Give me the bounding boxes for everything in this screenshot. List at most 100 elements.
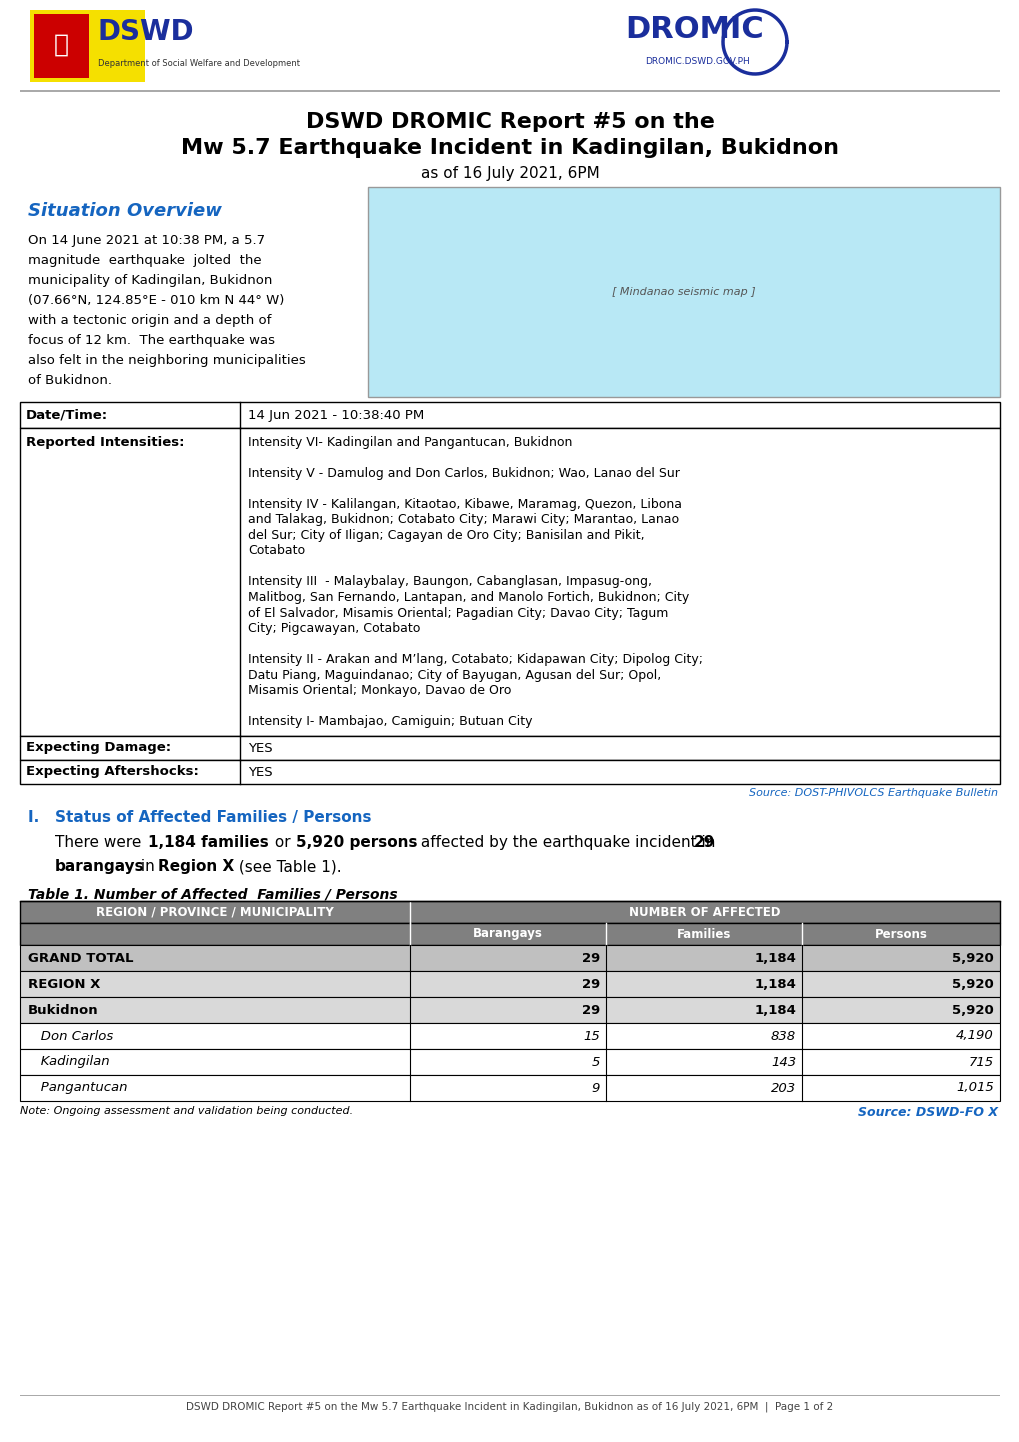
Text: REGION X: REGION X bbox=[28, 978, 100, 991]
Text: DSWD DROMIC Report #5 on the: DSWD DROMIC Report #5 on the bbox=[306, 112, 713, 133]
Text: GRAND TOTAL: GRAND TOTAL bbox=[28, 952, 133, 965]
Text: of Bukidnon.: of Bukidnon. bbox=[28, 373, 112, 386]
Text: Source: DOST-PHIVOLCS Earthquake Bulletin: Source: DOST-PHIVOLCS Earthquake Bulleti… bbox=[748, 787, 997, 797]
Text: City; Pigcawayan, Cotabato: City; Pigcawayan, Cotabato bbox=[248, 622, 420, 634]
Text: DROMIC.DSWD.GOV.PH: DROMIC.DSWD.GOV.PH bbox=[644, 58, 749, 66]
Text: Reported Intensities:: Reported Intensities: bbox=[25, 435, 184, 448]
Text: 1,184: 1,184 bbox=[753, 952, 795, 965]
Text: magnitude  earthquake  jolted  the: magnitude earthquake jolted the bbox=[28, 254, 261, 267]
Text: REGION / PROVINCE / MUNICIPALITY: REGION / PROVINCE / MUNICIPALITY bbox=[96, 906, 333, 919]
Text: Source: DSWD-FO X: Source: DSWD-FO X bbox=[857, 1106, 997, 1119]
Text: Cotabato: Cotabato bbox=[248, 545, 305, 558]
Text: 715: 715 bbox=[968, 1056, 994, 1069]
Bar bbox=[20, 1394, 999, 1396]
Text: 29: 29 bbox=[581, 1004, 599, 1017]
Text: I.   Status of Affected Families / Persons: I. Status of Affected Families / Persons bbox=[28, 810, 371, 825]
Bar bbox=[20, 735, 999, 760]
Text: 15: 15 bbox=[583, 1030, 599, 1043]
Text: 5,920: 5,920 bbox=[952, 978, 994, 991]
Text: DSWD DROMIC Report #5 on the Mw 5.7 Earthquake Incident in Kadingilan, Bukidnon : DSWD DROMIC Report #5 on the Mw 5.7 Eart… bbox=[186, 1402, 833, 1413]
Text: Datu Piang, Maguindanao; City of Bayugan, Agusan del Sur; Opol,: Datu Piang, Maguindanao; City of Bayugan… bbox=[248, 669, 660, 682]
Text: Don Carlos: Don Carlos bbox=[28, 1030, 113, 1043]
Text: Intensity III  - Malaybalay, Baungon, Cabanglasan, Impasug-ong,: Intensity III - Malaybalay, Baungon, Cab… bbox=[248, 575, 651, 588]
Text: NUMBER OF AFFECTED: NUMBER OF AFFECTED bbox=[629, 906, 780, 919]
Text: Bukidnon: Bukidnon bbox=[28, 1004, 99, 1017]
Bar bbox=[30, 10, 145, 82]
Text: 1,184: 1,184 bbox=[753, 978, 795, 991]
Text: (see Table 1).: (see Table 1). bbox=[233, 859, 341, 874]
Text: Date/Time:: Date/Time: bbox=[25, 408, 108, 421]
Text: 🏺: 🏺 bbox=[53, 33, 68, 58]
Bar bbox=[20, 923, 999, 945]
Text: DROMIC: DROMIC bbox=[625, 16, 763, 45]
Text: 9: 9 bbox=[591, 1082, 599, 1094]
Text: Mw 5.7 Earthquake Incident in Kadingilan, Bukidnon: Mw 5.7 Earthquake Incident in Kadingilan… bbox=[180, 138, 839, 159]
Bar bbox=[20, 760, 999, 784]
Text: [ Mindanao seismic map ]: [ Mindanao seismic map ] bbox=[611, 287, 755, 297]
Text: del Sur; City of Iligan; Cagayan de Oro City; Banisilan and Pikit,: del Sur; City of Iligan; Cagayan de Oro … bbox=[248, 529, 644, 542]
Bar bbox=[20, 402, 999, 428]
Bar bbox=[20, 428, 999, 735]
Text: focus of 12 km.  The earthquake was: focus of 12 km. The earthquake was bbox=[28, 335, 275, 348]
Text: 29: 29 bbox=[581, 952, 599, 965]
Text: 838: 838 bbox=[770, 1030, 795, 1043]
Text: and Talakag, Bukidnon; Cotabato City; Marawi City; Marantao, Lanao: and Talakag, Bukidnon; Cotabato City; Ma… bbox=[248, 513, 679, 526]
Text: 5,920: 5,920 bbox=[952, 952, 994, 965]
Text: 5: 5 bbox=[591, 1056, 599, 1069]
Text: 1,184: 1,184 bbox=[753, 1004, 795, 1017]
Text: Kadingilan: Kadingilan bbox=[28, 1056, 109, 1069]
Bar bbox=[20, 996, 999, 1022]
Text: Situation Overview: Situation Overview bbox=[28, 202, 222, 221]
Bar bbox=[34, 14, 89, 78]
Text: 29: 29 bbox=[693, 835, 714, 849]
Text: 1,184 families: 1,184 families bbox=[148, 835, 268, 849]
Text: Intensity II - Arakan and M’lang, Cotabato; Kidapawan City; Dipolog City;: Intensity II - Arakan and M’lang, Cotaba… bbox=[248, 653, 702, 666]
Text: 203: 203 bbox=[770, 1082, 795, 1094]
Text: On 14 June 2021 at 10:38 PM, a 5.7: On 14 June 2021 at 10:38 PM, a 5.7 bbox=[28, 234, 265, 247]
Text: Intensity I- Mambajao, Camiguin; Butuan City: Intensity I- Mambajao, Camiguin; Butuan … bbox=[248, 715, 532, 728]
Text: Persons: Persons bbox=[873, 927, 926, 940]
Text: municipality of Kadingilan, Bukidnon: municipality of Kadingilan, Bukidnon bbox=[28, 274, 272, 287]
Text: There were: There were bbox=[55, 835, 146, 849]
Text: Families: Families bbox=[677, 927, 731, 940]
Text: Intensity V - Damulog and Don Carlos, Bukidnon; Wao, Lanao del Sur: Intensity V - Damulog and Don Carlos, Bu… bbox=[248, 467, 680, 480]
Bar bbox=[20, 945, 999, 970]
Text: 143: 143 bbox=[770, 1056, 795, 1069]
Bar bbox=[20, 1074, 999, 1102]
Text: (07.66°N, 124.85°E - 010 km N 44° W): (07.66°N, 124.85°E - 010 km N 44° W) bbox=[28, 294, 284, 307]
Text: with a tectonic origin and a depth of: with a tectonic origin and a depth of bbox=[28, 314, 271, 327]
Text: Intensity VI- Kadingilan and Pangantucan, Bukidnon: Intensity VI- Kadingilan and Pangantucan… bbox=[248, 435, 572, 448]
Text: Barangays: Barangays bbox=[473, 927, 542, 940]
Text: affected by the earthquake incident in: affected by the earthquake incident in bbox=[416, 835, 719, 849]
Bar bbox=[368, 187, 999, 397]
Text: 29: 29 bbox=[581, 978, 599, 991]
Text: YES: YES bbox=[248, 766, 272, 779]
Text: 5,920: 5,920 bbox=[952, 1004, 994, 1017]
Text: Intensity IV - Kalilangan, Kitaotao, Kibawe, Maramag, Quezon, Libona: Intensity IV - Kalilangan, Kitaotao, Kib… bbox=[248, 497, 682, 510]
Text: in: in bbox=[136, 859, 159, 874]
Text: YES: YES bbox=[248, 741, 272, 754]
Text: 4,190: 4,190 bbox=[956, 1030, 994, 1043]
Text: Malitbog, San Fernando, Lantapan, and Manolo Fortich, Bukidnon; City: Malitbog, San Fernando, Lantapan, and Ma… bbox=[248, 591, 689, 604]
Text: also felt in the neighboring municipalities: also felt in the neighboring municipalit… bbox=[28, 353, 306, 368]
Text: DSWD: DSWD bbox=[98, 17, 195, 46]
Text: 5,920 persons: 5,920 persons bbox=[296, 835, 417, 849]
Text: Expecting Damage:: Expecting Damage: bbox=[25, 741, 171, 754]
Bar bbox=[20, 1022, 999, 1048]
Text: or: or bbox=[270, 835, 296, 849]
Text: Misamis Oriental; Monkayo, Davao de Oro: Misamis Oriental; Monkayo, Davao de Oro bbox=[248, 684, 511, 696]
Text: Note: Ongoing assessment and validation being conducted.: Note: Ongoing assessment and validation … bbox=[20, 1106, 353, 1116]
Text: Expecting Aftershocks:: Expecting Aftershocks: bbox=[25, 766, 199, 779]
Text: of El Salvador, Misamis Oriental; Pagadian City; Davao City; Tagum: of El Salvador, Misamis Oriental; Pagadi… bbox=[248, 607, 667, 620]
Text: as of 16 July 2021, 6PM: as of 16 July 2021, 6PM bbox=[420, 166, 599, 182]
Bar bbox=[20, 970, 999, 996]
Text: Region X: Region X bbox=[158, 859, 234, 874]
Text: barangays: barangays bbox=[55, 859, 145, 874]
Bar bbox=[20, 1048, 999, 1074]
Text: Department of Social Welfare and Development: Department of Social Welfare and Develop… bbox=[98, 59, 300, 69]
Bar bbox=[20, 901, 999, 923]
Text: Pangantucan: Pangantucan bbox=[28, 1082, 127, 1094]
Text: Table 1. Number of Affected  Families / Persons: Table 1. Number of Affected Families / P… bbox=[28, 887, 397, 901]
Bar bbox=[20, 89, 999, 92]
Text: 1,015: 1,015 bbox=[956, 1082, 994, 1094]
